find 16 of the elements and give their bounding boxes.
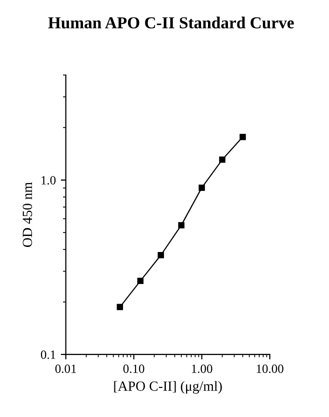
x-tick-label: 0.10 <box>123 364 144 374</box>
point <box>198 184 205 191</box>
y-axis-title: OD 450 nm <box>22 182 32 247</box>
x-axis-title: [APO C-II] (μg/ml) <box>114 381 222 394</box>
point <box>240 134 246 140</box>
y-tick-label: 0.1 <box>40 350 56 359</box>
point <box>219 156 226 163</box>
y-tick-label: 1.0 <box>42 176 56 185</box>
point <box>116 304 124 310</box>
x-tick-label: 10.00 <box>256 364 284 374</box>
point <box>137 278 144 284</box>
x-tick-label: 0.01 <box>55 364 76 374</box>
point <box>158 252 164 258</box>
x-tick-label: 1.00 <box>192 364 212 374</box>
chart-title: Human APO C-II Standard Curve <box>48 16 294 28</box>
point <box>178 222 184 228</box>
